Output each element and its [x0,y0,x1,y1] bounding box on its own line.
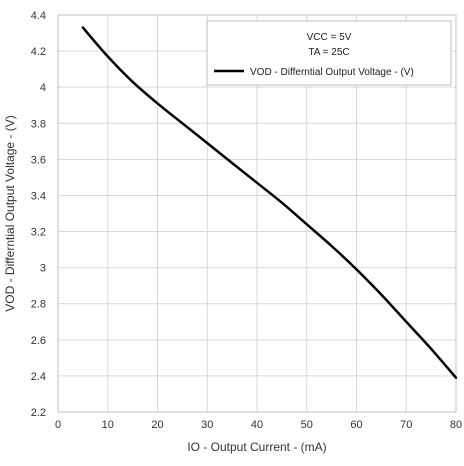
plot-area-border [57,14,457,413]
legend-annotation-vcc: VCC = 5V [307,32,352,43]
x-tick-label: 70 [400,419,412,431]
x-tick-label: 50 [301,419,313,431]
y-tick-label: 3.8 [31,118,46,130]
series-layer [81,26,458,379]
y-axis-tick-labels: 2.2 2.4 2.6 2.8 3 3.2 3.4 3.6 3.8 4 4.2 4.4 [31,10,46,419]
y-tick-label: 3 [40,263,46,275]
y-tick-label: 3.2 [31,227,46,239]
y-tick-label: 2.6 [31,335,46,347]
x-tick-label: 10 [102,419,114,431]
x-tick-label: 60 [350,419,362,431]
x-tick-label: 40 [251,419,263,431]
legend: VCC = 5V TA = 25C VOD - Differntial Outp… [206,20,452,86]
y-tick-label: 3.4 [31,190,46,202]
legend-box [206,20,452,86]
y-tick-label: 4.4 [31,10,46,22]
legend-annotation-ta: TA = 25C [308,47,349,58]
y-tick-label: 2.2 [31,407,46,419]
series-line-vod [81,26,458,379]
x-tick-label: 20 [151,419,163,431]
x-axis-label: IO - Output Current - (mA) [187,440,326,454]
y-tick-label: 4.2 [31,46,46,58]
x-tick-label: 0 [55,419,61,431]
y-tick-label: 4 [40,82,46,94]
y-tick-label: 3.6 [31,154,46,166]
y-axis-label: VOD - Differntial Output Voltage - (V) [3,115,17,312]
y-tick-label: 2.4 [31,371,46,383]
x-tick-label: 80 [450,419,462,431]
y-tick-label: 2.8 [31,299,46,311]
x-tick-label: 30 [201,419,213,431]
x-axis-tick-labels: 0 10 20 30 40 50 60 70 80 [55,419,462,431]
legend-series-label: VOD - Differntial Output Voltage - (V) [250,67,414,78]
